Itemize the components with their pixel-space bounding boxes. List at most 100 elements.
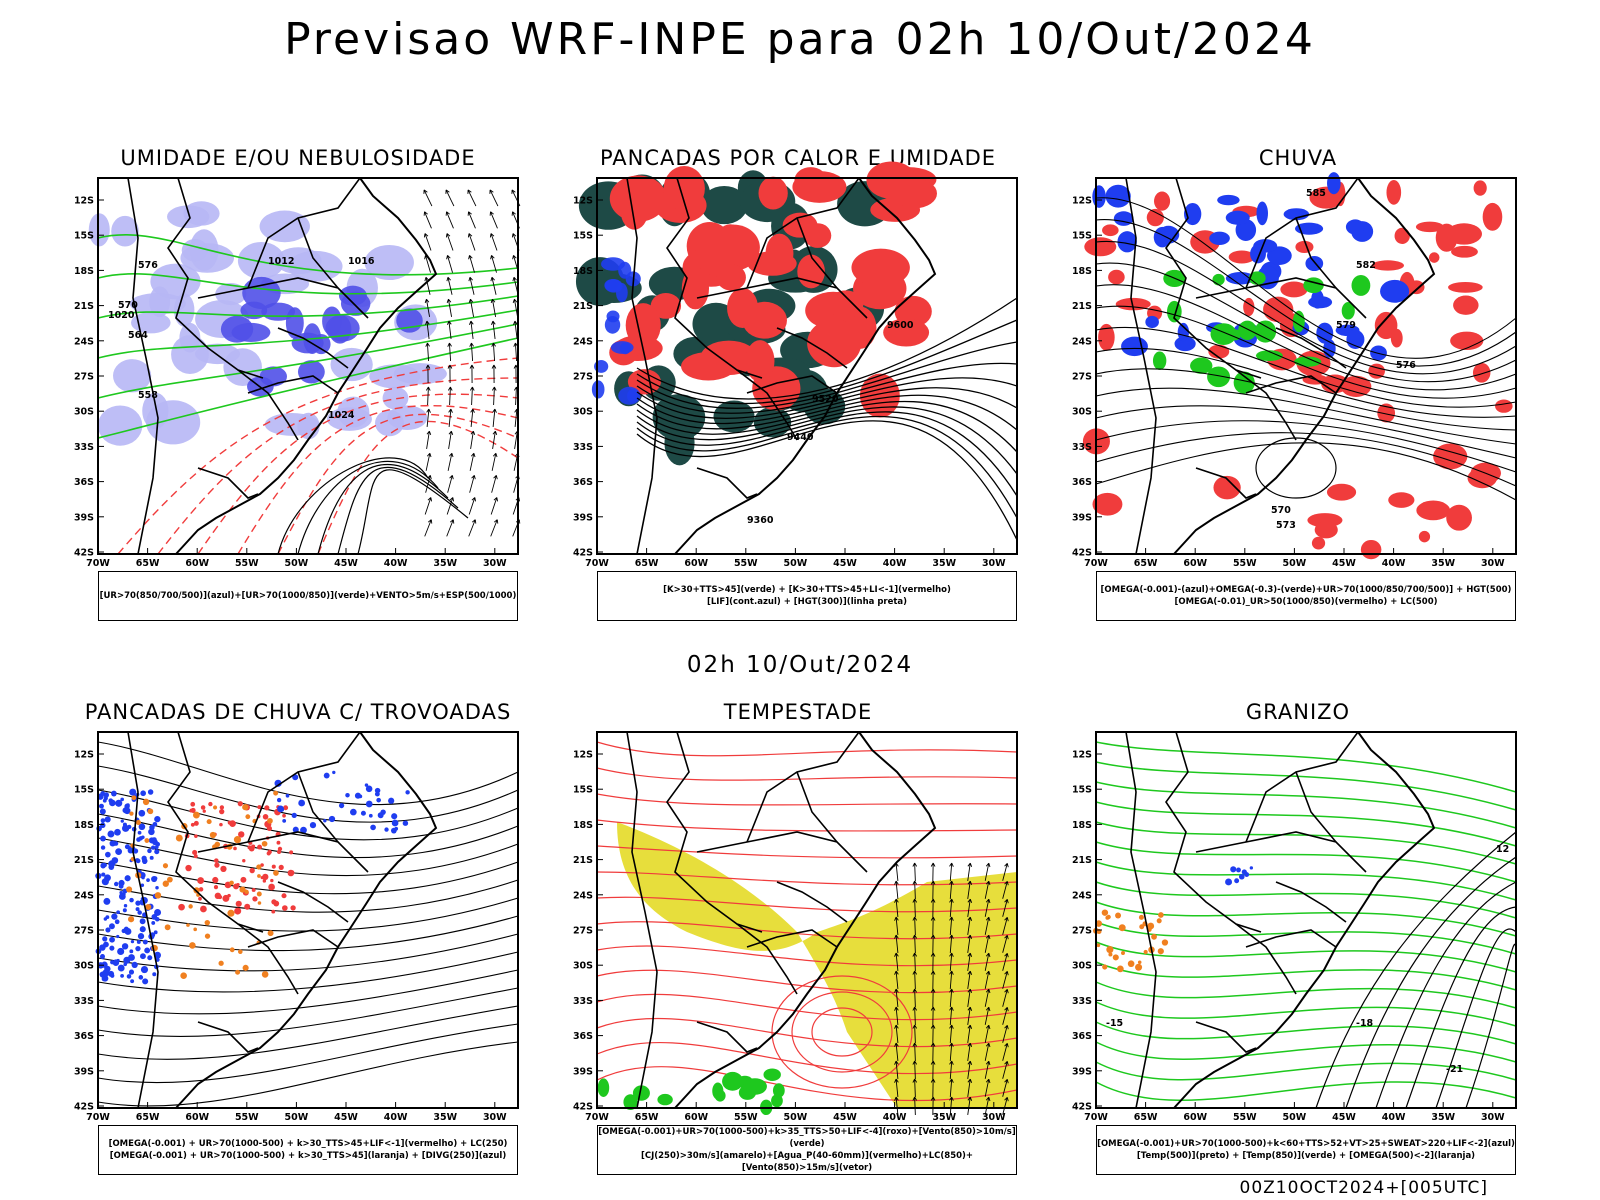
wind-vector: [491, 320, 496, 339]
streamline: [97, 951, 519, 993]
streamline: [97, 933, 519, 972]
divergence-dot: [100, 862, 107, 869]
rain-area-red: [1102, 224, 1119, 237]
humidity-area-light: [88, 213, 110, 247]
divergence-dot: [135, 907, 140, 912]
omega-dot: [1116, 965, 1124, 973]
rain-area-red: [1084, 237, 1117, 257]
lat-tick-label: 36S: [1072, 477, 1092, 488]
wind-vector: [967, 934, 973, 953]
wind-vector: [967, 952, 973, 971]
wind-vector: [930, 898, 936, 918]
wind-vector: [446, 298, 453, 317]
divergence-dot: [102, 969, 110, 977]
wind-vector: [469, 342, 474, 362]
rain-area-blue: [1177, 322, 1190, 342]
divergence-dot: [122, 908, 127, 913]
divergence-dot: [142, 939, 148, 945]
hgt300-contour: [636, 394, 1018, 431]
divergence-dot: [117, 964, 125, 972]
water-contour: [596, 1042, 1018, 1075]
divergence-dot: [153, 930, 158, 935]
panel-title: PANCADAS POR CALOR E UMIDADE: [599, 146, 997, 170]
instability-area-red: [727, 287, 759, 328]
divergence-dot: [114, 919, 120, 925]
divergence-dot: [116, 934, 120, 939]
state-border: [776, 327, 848, 369]
divergence-dot: [405, 790, 410, 795]
thunderstorm-dot: [282, 905, 288, 911]
wind-vector: [967, 1060, 973, 1079]
wind-vector: [470, 430, 476, 449]
thunderstorm-dot: [244, 903, 251, 910]
wind-vector: [491, 386, 497, 406]
omega-dot: [1106, 914, 1111, 920]
temp850-contour: [1095, 781, 1517, 829]
hgt500-contour: [1095, 240, 1517, 375]
divergence-dot: [136, 939, 141, 944]
state-border: [1165, 177, 1262, 379]
lon-tick-label: 65W: [1134, 558, 1158, 569]
lon-tick-label: 40W: [384, 1112, 408, 1123]
divergence-dot: [364, 783, 369, 787]
lat-tick-label: 30S: [74, 407, 94, 418]
divergence-dot: [130, 939, 135, 944]
rain-area-red: [1243, 297, 1255, 317]
rain-area-red: [1092, 492, 1123, 516]
wind-vector: [1002, 862, 1009, 881]
thunderstorm-dot: [287, 869, 295, 877]
instability-dot: [213, 805, 218, 810]
rain-area-blue: [1256, 201, 1269, 226]
thunderstorm-dot: [264, 805, 270, 811]
thunderstorm-dot: [214, 862, 220, 868]
humidity-area-light: [364, 244, 414, 281]
wind-vector: [967, 862, 973, 881]
wind-vector: [967, 880, 973, 899]
divergence-dot: [119, 890, 123, 895]
wind-vector: [912, 1006, 918, 1026]
wind-vector: [447, 320, 452, 339]
lon-tick-label: 50W: [285, 558, 309, 569]
hgt300-contour: [636, 387, 1018, 425]
hgt300-contour: [636, 411, 1018, 497]
thunderstorm-dot: [213, 885, 219, 890]
instability-dot: [214, 841, 221, 848]
wind-vector: [425, 452, 432, 471]
wind-vector: [447, 475, 454, 493]
legend-line: [UR>70(850/700/500)](azul)+[UR>70(1000/8…: [99, 591, 517, 601]
lat-tick-label: 30S: [573, 407, 593, 418]
contour-label: 576: [1396, 360, 1416, 371]
wind-vector: [425, 386, 431, 406]
lat-tick-label: 33S: [573, 442, 593, 453]
wind-vector: [447, 386, 453, 406]
wind-vector: [912, 1024, 918, 1044]
map-frame: [97, 731, 519, 1109]
instability-dot: [267, 817, 273, 824]
lat-tick-label: 36S: [573, 1031, 593, 1042]
lat-tick-label: 15S: [573, 231, 593, 242]
temp500-contour: [1405, 906, 1517, 1109]
state-border: [736, 369, 798, 441]
lat-tick-label: 24S: [74, 890, 94, 901]
omega-dot: [1121, 951, 1125, 955]
lon-tick-label: 60W: [185, 1112, 209, 1123]
thunderstorm-dot: [266, 825, 273, 831]
instability-dot: [244, 889, 249, 894]
lat-tick-label: 42S: [74, 548, 94, 559]
thickness-contour: [317, 420, 519, 555]
lon-tick-label: 65W: [136, 1112, 160, 1123]
divergence-dot: [338, 802, 345, 809]
omega-dot: [1147, 922, 1155, 930]
rain-area-green: [1233, 371, 1255, 394]
hail-dot: [1225, 878, 1233, 886]
lat-tick-label: 18S: [74, 266, 94, 277]
wind-vector: [984, 1096, 991, 1115]
divergence-dot: [111, 857, 119, 864]
divergence-dot: [155, 841, 160, 847]
rain-area-red: [1495, 399, 1513, 413]
strong-wind-area: [772, 1083, 785, 1098]
instability-dot: [189, 942, 196, 949]
state-border: [736, 923, 798, 995]
instability-dot: [162, 880, 169, 887]
thunderstorm-dot: [202, 809, 206, 813]
